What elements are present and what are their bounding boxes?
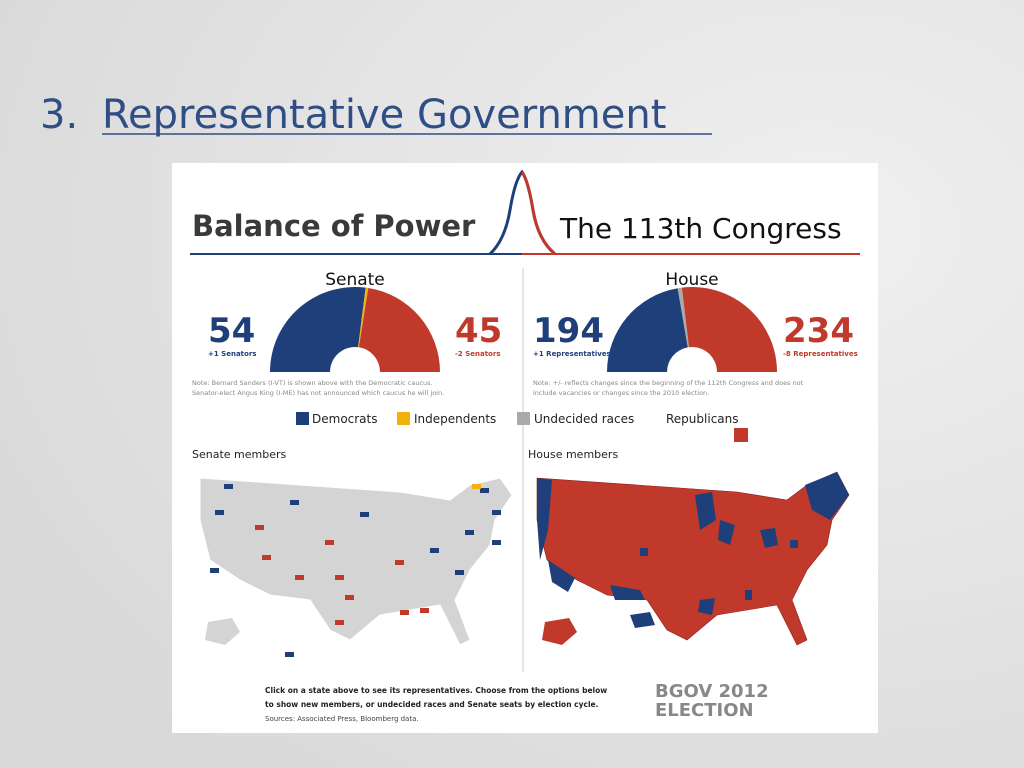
map-title: House members — [528, 448, 618, 461]
alaska[interactable] — [542, 618, 577, 645]
legend-label: Democrats — [312, 412, 378, 426]
senate-rep: 45 — [455, 311, 502, 351]
senate-seat-ind — [472, 484, 481, 489]
header-left: Balance of Power — [192, 209, 476, 243]
alaska[interactable] — [205, 618, 240, 645]
legend-swatch — [296, 412, 309, 425]
capitol-dome-right — [520, 171, 556, 256]
footer-text: to show new members, or undecided races … — [265, 700, 599, 709]
house-note: Note: +/- reflects changes since the beg… — [533, 379, 804, 387]
senate-note: Senator-elect Angus King (I-ME) has not … — [192, 389, 444, 397]
logo-bottom: ELECTION — [655, 700, 754, 721]
header-right: The 113th Congress — [559, 212, 842, 245]
slide-title: Representative Government — [102, 92, 666, 138]
house-map[interactable] — [536, 471, 850, 646]
house-rep: 234 — [783, 311, 854, 351]
legend-swatch — [517, 412, 530, 425]
legend-label: Independents — [414, 412, 496, 426]
legend-label: Undecided races — [534, 412, 634, 426]
senate-note: Note: Bernard Sanders (I-VT) is shown ab… — [192, 379, 433, 387]
us-outline[interactable] — [536, 471, 850, 646]
house-title: House — [665, 270, 718, 290]
senate-rep-change: -2 Senators — [455, 350, 500, 358]
senate-dem-arc — [270, 287, 366, 372]
infographic — [172, 163, 878, 733]
senate-rep-arc — [358, 288, 441, 372]
slide-number: 3. — [40, 92, 78, 138]
house-rep-change: -8 Representatives — [783, 350, 858, 358]
footer-source: Sources: Associated Press, Bloomberg dat… — [265, 715, 419, 723]
house-dem-change: +1 Representatives — [533, 350, 611, 358]
logo-top: BGOV 2012 — [655, 681, 769, 702]
house-dem: 194 — [533, 311, 604, 351]
map-title: Senate members — [192, 448, 287, 461]
legend-swatch — [397, 412, 410, 425]
senate-ind-arc — [358, 287, 369, 348]
legend-label: Republicans — [666, 412, 739, 426]
footer-text: Click on a state above to see its repres… — [265, 686, 607, 695]
us-outline[interactable] — [199, 477, 513, 646]
senate-title: Senate — [325, 270, 385, 290]
house-dem-districts — [537, 472, 849, 628]
legend-swatch — [734, 428, 748, 442]
senate-seats-dem — [210, 484, 501, 657]
house-undecided-arc — [677, 287, 689, 348]
house-note: include vacancies or changes since the 2… — [533, 389, 709, 397]
senate-dem: 54 — [208, 311, 255, 351]
house-rep-arc — [681, 286, 777, 372]
senate-dem-change: +1 Senators — [208, 350, 256, 358]
senate-map[interactable] — [199, 477, 513, 657]
house-dem-arc — [606, 288, 688, 372]
senate-seats-rep — [255, 525, 429, 625]
